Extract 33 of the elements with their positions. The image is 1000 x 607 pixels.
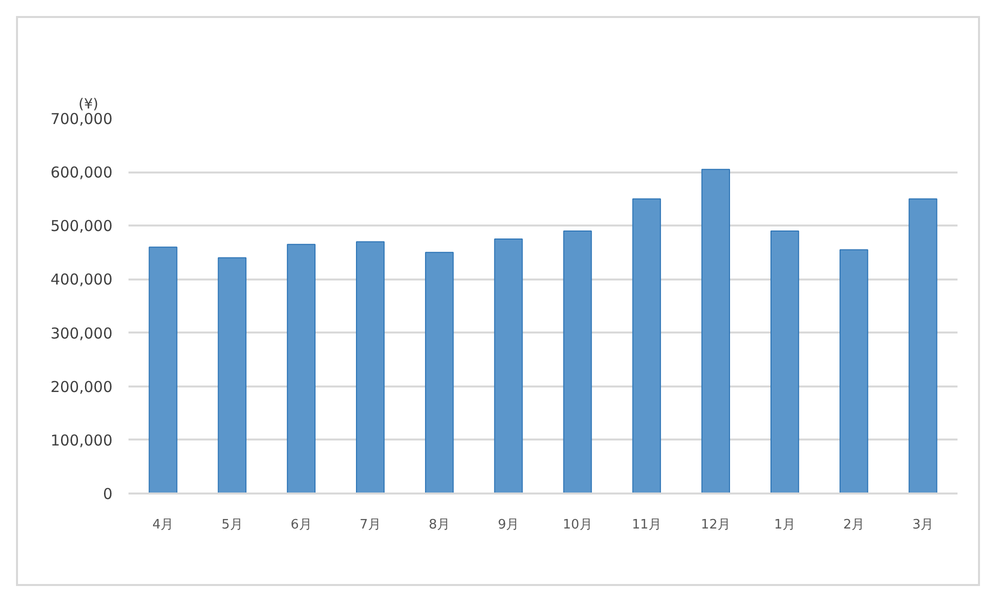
x-tick-label: 1月 [774, 518, 796, 532]
x-tick-label: 7月 [360, 518, 381, 532]
x-tick-label: 11月 [632, 518, 662, 532]
x-tick-label: 10月 [562, 518, 592, 532]
y-tick-label: 100,000 [50, 431, 112, 450]
bar [286, 244, 316, 494]
x-tick-label: 4月 [152, 518, 174, 532]
y-tick-label: 700,000 [50, 110, 112, 128]
bar [494, 238, 523, 494]
bar [840, 249, 868, 494]
bar [632, 198, 661, 494]
y-tick-label: 600,000 [50, 164, 112, 182]
bar [701, 168, 730, 494]
bar [425, 252, 454, 494]
x-tick-label: 12月 [700, 518, 730, 532]
x-tick-label: 9月 [498, 518, 520, 532]
x-tick-label: 8月 [428, 518, 450, 532]
bar [563, 230, 592, 494]
y-tick-label: 400,000 [50, 270, 112, 289]
y-axis-title: (¥) [78, 96, 98, 112]
x-tick-label: 2月 [843, 518, 865, 532]
x-tick-label: 6月 [290, 518, 312, 532]
y-tick-label: 200,000 [50, 378, 112, 396]
x-tick-label: 5月 [221, 518, 243, 532]
bar [148, 246, 178, 494]
bar [218, 257, 246, 494]
y-tick-label: 300,000 [50, 324, 112, 342]
bar [770, 230, 800, 494]
y-tick-label: 0 [102, 485, 113, 503]
bar [356, 241, 385, 494]
y-tick-label: 500,000 [50, 217, 112, 236]
bar [908, 198, 938, 494]
x-tick-label: 3月 [912, 518, 934, 532]
